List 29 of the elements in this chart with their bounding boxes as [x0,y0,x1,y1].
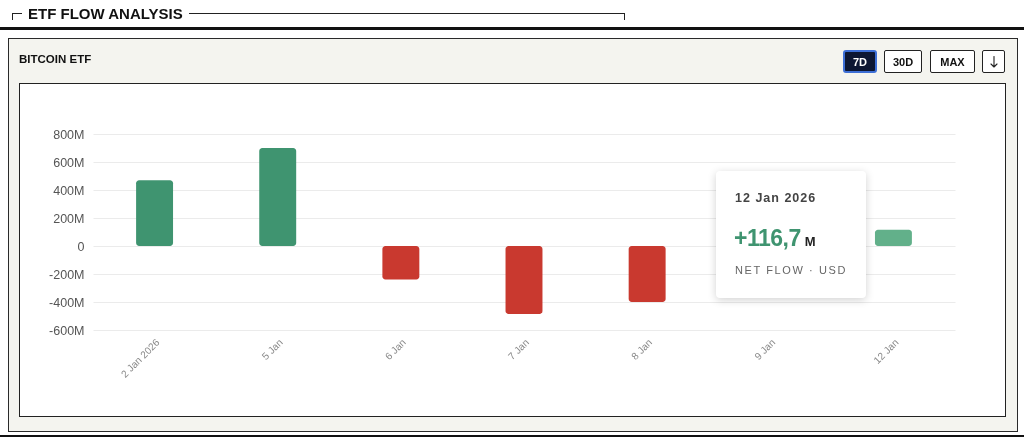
y-tick-label: -400M [49,295,85,310]
text: 7D [843,50,877,73]
text: 30D [884,50,922,73]
bar [136,180,174,246]
annotation: +116,7 [734,225,801,252]
annotation: M [804,234,816,249]
y-tick-label: 600M [53,155,85,170]
x-tick-label: 7 Jan [505,336,532,362]
annotation: NET FLOW · USD [735,264,848,276]
annotation: 12 Jan 2026 [735,191,817,205]
x-tick-label: 8 Jan [629,336,655,362]
x-tick-label: 12 Jan [871,336,901,366]
bar [628,246,666,302]
y-tick-label: 0 [77,239,85,254]
chart-title: ETF FLOW ANALYSIS [27,5,184,22]
y-tick-label: 400M [53,183,85,198]
y-tick-label: -600M [49,323,85,338]
bar [259,148,297,246]
bar [505,246,543,314]
x-tick-label: 5 Jan [259,336,285,362]
bar [382,246,420,280]
x-tick-label: 9 Jan [752,336,778,362]
y-tick-label: 800M [53,127,85,142]
bar [874,229,912,246]
y-tick-label: -200M [49,267,85,282]
x-tick-label: 6 Jan [382,336,408,362]
y-tick-label: 200M [53,211,85,226]
chart-subtitle: BITCOIN ETF [19,53,92,65]
text: MAX [930,50,975,73]
